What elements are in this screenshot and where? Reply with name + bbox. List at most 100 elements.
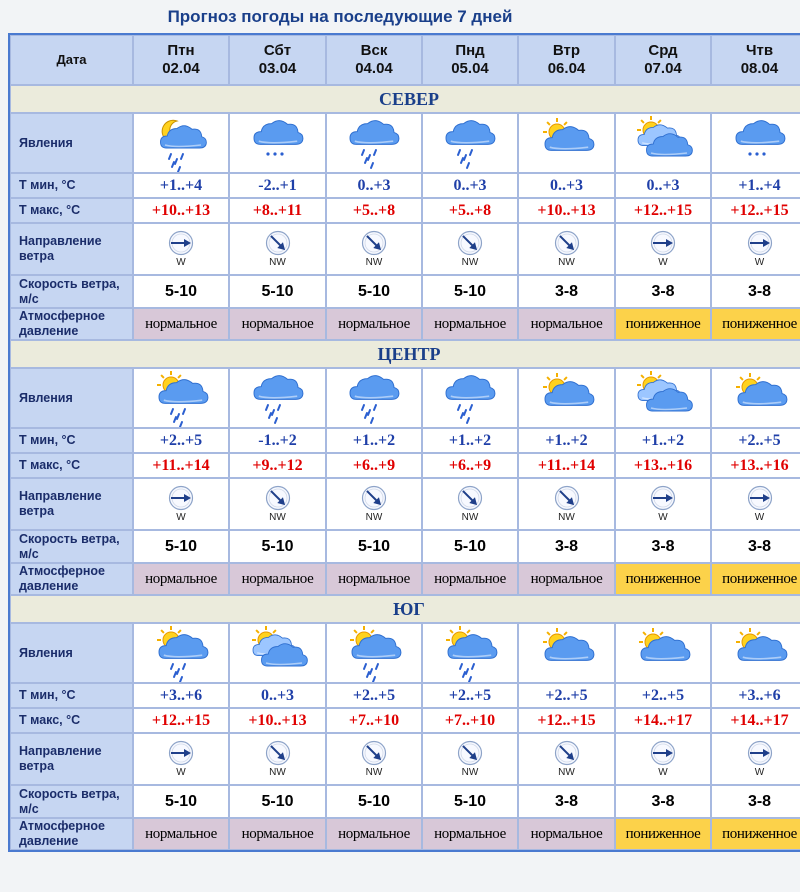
wind-direction-cell: W [615, 223, 711, 275]
wind-speed-value: 5-10 [229, 785, 326, 818]
wind-direction-cell: W [133, 733, 229, 785]
wind-direction-cell: NW [422, 478, 518, 530]
row-pressure: Атмосферное давление нормальное нормальное… [10, 563, 800, 595]
day-header: Сбт 03.04 [229, 35, 326, 85]
tmax-value: +10..+13 [518, 198, 615, 223]
pressure-value: пониженное [711, 308, 800, 340]
wind-compass-icon [134, 740, 228, 766]
row-label: Направление ветра [10, 733, 133, 785]
sun-clouds-icon [616, 369, 710, 427]
wind-direction-cell: NW [326, 478, 422, 530]
cloud-rain-icon [423, 369, 517, 427]
weather-cell [518, 113, 615, 173]
wind-speed-value: 3-8 [518, 785, 615, 818]
day-date: 07.04 [644, 60, 682, 77]
weather-cell [326, 368, 422, 428]
row-label: Атмосферное давление [10, 308, 133, 340]
day-date: 04.04 [355, 60, 393, 77]
weather-cell [229, 368, 326, 428]
row-phenomena: Явления [10, 368, 800, 428]
wind-direction: W [176, 512, 186, 523]
row-label: Направление ветра [10, 223, 133, 275]
wind-compass-icon [423, 740, 517, 766]
tmax-value: +8..+11 [229, 198, 326, 223]
tmin-value: +2..+5 [518, 683, 615, 708]
tmax-value: +10..+13 [133, 198, 229, 223]
sun-cloud-icon [519, 369, 614, 427]
weather-cell [326, 623, 422, 683]
sun-cloud-icon [519, 114, 614, 172]
weather-cell [711, 368, 800, 428]
pressure-value: нормальное [133, 563, 229, 595]
header-row: Дата Птн 02.04 Сбт 03.04 Вск 04.04 Пнд 05.04 Втр 0… [10, 35, 800, 85]
day-date: 08.04 [740, 60, 779, 77]
row-label: Явления [10, 113, 133, 173]
row-label: Скорость ветра, м/с [10, 530, 133, 563]
tmin-value: 0..+3 [229, 683, 326, 708]
weather-cell [133, 368, 229, 428]
day-date: 06.04 [547, 60, 586, 77]
row-label: Явления [10, 623, 133, 683]
day-header: Вск 04.04 [326, 35, 422, 85]
row-wind-dir: Направление ветра W NW NW NW NW W W [10, 223, 800, 275]
tmin-value: +2..+5 [133, 428, 229, 453]
weather-cell [518, 368, 615, 428]
pressure-value: нормальное [422, 308, 518, 340]
tmin-value: +1..+2 [326, 428, 422, 453]
wind-compass-icon [327, 740, 421, 766]
row-label: Атмосферное давление [10, 563, 133, 595]
row-phenomena: Явления [10, 623, 800, 683]
wind-speed-value: 5-10 [422, 275, 518, 308]
day-header: Птн 02.04 [133, 35, 229, 85]
tmin-value: +3..+6 [711, 683, 800, 708]
day-date: 03.04 [258, 60, 297, 77]
row-tmax: Т макс, °С +12..+15 +10..+13 +7..+10 +7..+10… [10, 708, 800, 733]
pressure-value: пониженное [711, 563, 800, 595]
weather-cell [615, 368, 711, 428]
row-wind-speed: Скорость ветра, м/с 5-10 5-10 5-10 5-10 3-8 3-… [10, 275, 800, 308]
day-of-week: Срд [648, 42, 678, 59]
wind-direction: W [754, 767, 765, 778]
wind-direction: NW [558, 767, 575, 778]
wind-direction: NW [558, 512, 575, 523]
tmax-value: +10..+13 [229, 708, 326, 733]
weather-cell [422, 113, 518, 173]
wind-direction-cell: NW [326, 733, 422, 785]
day-of-week: Птн [167, 42, 195, 59]
day-header: Чтв 08.04 [711, 35, 800, 85]
tmax-value: +11..+14 [518, 453, 615, 478]
weather-cell [518, 623, 615, 683]
tmax-value: +7..+10 [326, 708, 422, 733]
tmin-value: 0..+3 [518, 173, 615, 198]
tmin-value: 0..+3 [422, 173, 518, 198]
wind-speed-value: 3-8 [711, 785, 800, 818]
weather-cell [615, 623, 711, 683]
sun-cloud-icon [712, 369, 800, 427]
day-of-week: Чтв [745, 42, 774, 59]
day-of-week: Пнд [455, 42, 485, 59]
row-label: Т макс, °С [10, 708, 133, 733]
tmax-value: +14..+17 [615, 708, 711, 733]
wind-speed-value: 3-8 [518, 275, 615, 308]
weather-cell [711, 113, 800, 173]
pressure-value: пониженное [615, 308, 711, 340]
wind-direction: NW [365, 257, 383, 268]
wind-speed-value: 5-10 [133, 785, 229, 818]
wind-direction: W [754, 257, 765, 268]
weather-cell [229, 113, 326, 173]
wind-direction-cell: W [615, 478, 711, 530]
wind-speed-value: 5-10 [326, 275, 422, 308]
tmin-value: +2..+5 [422, 683, 518, 708]
pressure-value: пониженное [711, 818, 800, 850]
wind-direction: W [754, 512, 765, 523]
wind-compass-icon [423, 485, 517, 511]
tmax-value: +7..+10 [422, 708, 518, 733]
tmax-value: +13..+16 [615, 453, 711, 478]
row-label: Направление ветра [10, 478, 133, 530]
wind-compass-icon [616, 230, 710, 256]
wind-direction-cell: W [133, 223, 229, 275]
pressure-value: пониженное [615, 818, 711, 850]
wind-speed-value: 5-10 [133, 275, 229, 308]
wind-direction: NW [365, 767, 383, 778]
tmax-value: +12..+15 [615, 198, 711, 223]
